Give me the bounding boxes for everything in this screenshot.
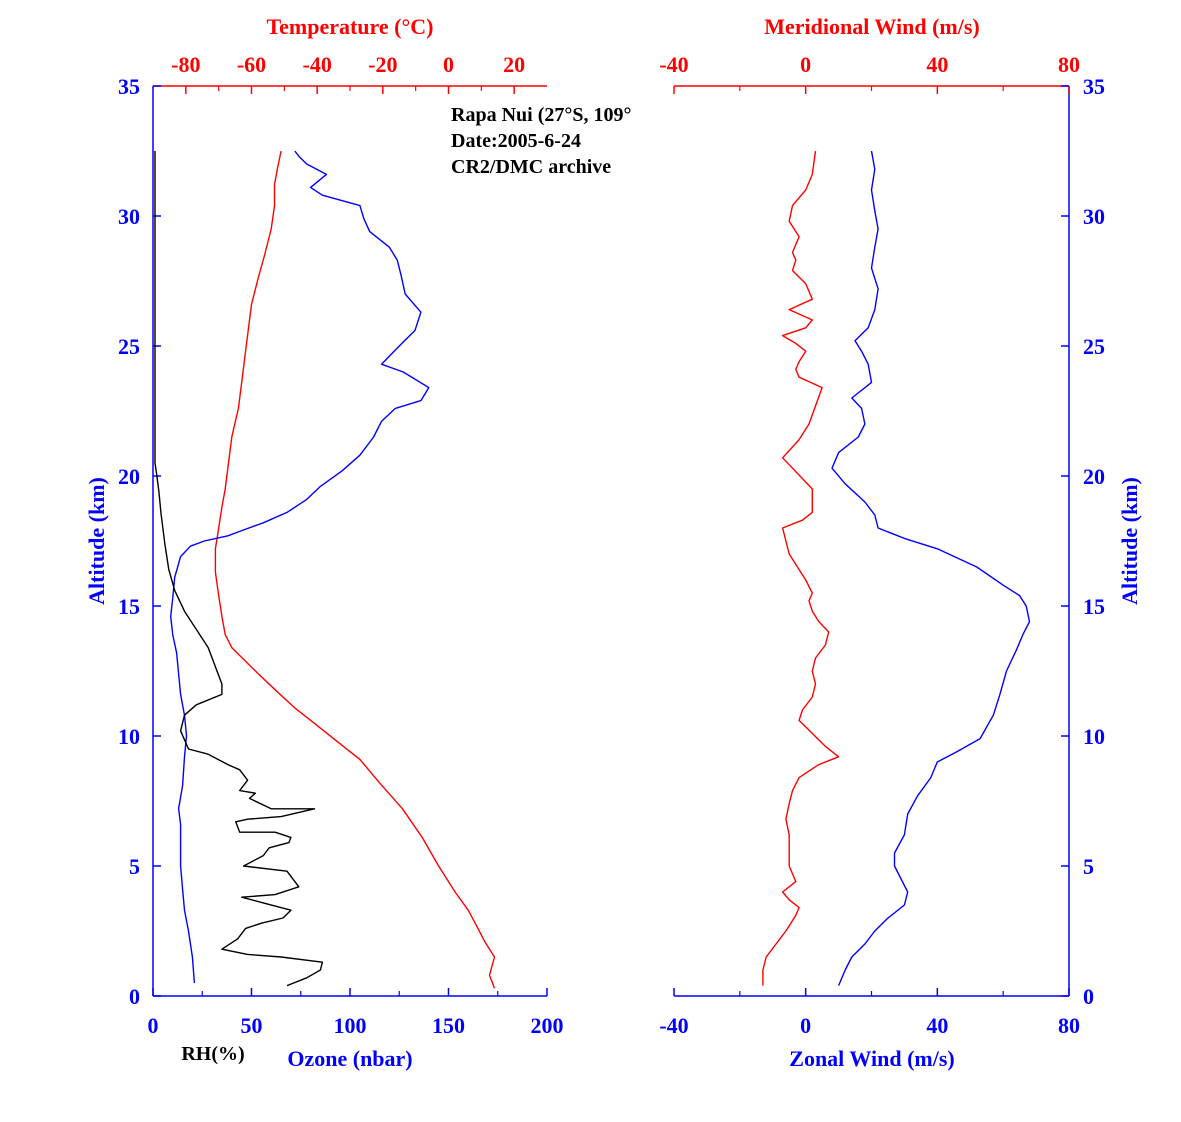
right-meridional-wind-m-s-line <box>762 150 840 986</box>
right-axis-labels: Meridional Wind (m/s) Zonal Wind (m/s) A… <box>764 14 1142 1071</box>
right-top-tick-label: -40 <box>659 52 688 77</box>
right-zonal-wind-m-s-line <box>831 150 1031 986</box>
annotation-block: Rapa Nui (27°S, 109° Date:2005-6-24 CR2/… <box>451 104 631 178</box>
left-top-tick-label: -20 <box>368 52 397 77</box>
left-y-tick-label: 5 <box>129 854 140 879</box>
left-top-tick-label: 0 <box>443 52 454 77</box>
left-y-tick-label: 10 <box>118 724 140 749</box>
right-y-tick-label: 35 <box>1083 74 1105 99</box>
left-top-tick-label: -40 <box>303 52 332 77</box>
left-y-axis-label: Altitude (km) <box>84 477 109 605</box>
annotation-station: Rapa Nui (27°S, 109° <box>451 104 631 126</box>
left-top-tick-label: -60 <box>237 52 266 77</box>
left-bottom-tick-label: 150 <box>432 1013 465 1038</box>
right-y-tick-label: 5 <box>1083 854 1094 879</box>
right-top-tick-label: 0 <box>800 52 811 77</box>
right-bottom-axis-label: Zonal Wind (m/s) <box>789 1046 954 1071</box>
left-y-tick-label: 15 <box>118 594 140 619</box>
right-y-tick-label: 30 <box>1083 204 1105 229</box>
left-y-tick-label: 0 <box>129 984 140 1009</box>
left-axis-labels: Temperature (°C) Ozone (nbar) RH(%) Alti… <box>84 14 434 1071</box>
right-y-tick-label: 25 <box>1083 334 1105 359</box>
right-top-tick-label: 40 <box>926 52 948 77</box>
left-bottom-tick-label: 200 <box>531 1013 564 1038</box>
left-ozone-axis-label: Ozone (nbar) <box>287 1046 412 1071</box>
left-bottom-tick-label: 50 <box>241 1013 263 1038</box>
left-y-tick-label: 35 <box>118 74 140 99</box>
left-y-tick-label: 25 <box>118 334 140 359</box>
annotation-archive: CR2/DMC archive <box>451 156 611 178</box>
left-ozone-nbar-line <box>169 150 430 984</box>
right-bottom-tick-label: 80 <box>1058 1013 1080 1038</box>
left-panel: 0 50 100 150 200-80 -60 -40 -20 0 200510152025303… <box>118 52 564 1038</box>
annotation-date: Date:2005-6-24 <box>451 130 581 152</box>
left-top-tick-label: -80 <box>171 52 200 77</box>
left-y-tick-label: 20 <box>118 464 140 489</box>
right-y-axis-label: Altitude (km) <box>1117 477 1142 605</box>
left-bottom-tick-label: 100 <box>334 1013 367 1038</box>
left-top-tick-label: 20 <box>503 52 525 77</box>
right-bottom-tick-label: -40 <box>659 1013 688 1038</box>
left-bottom-tick-label: 0 <box>148 1013 159 1038</box>
left-rh-line <box>154 151 324 987</box>
right-bottom-tick-label: 0 <box>800 1013 811 1038</box>
right-y-tick-label: 0 <box>1083 984 1094 1009</box>
left-temperature-c-line <box>214 150 496 989</box>
right-y-tick-label: 10 <box>1083 724 1105 749</box>
right-bottom-tick-label: 40 <box>926 1013 948 1038</box>
right-y-tick-label: 15 <box>1083 594 1105 619</box>
left-rh-axis-label: RH(%) <box>181 1043 244 1065</box>
left-y-tick-label: 30 <box>118 204 140 229</box>
right-top-tick-label: 80 <box>1058 52 1080 77</box>
right-top-axis-label: Meridional Wind (m/s) <box>764 14 980 39</box>
left-top-axis-label: Temperature (°C) <box>266 14 433 39</box>
right-y-tick-label: 20 <box>1083 464 1105 489</box>
